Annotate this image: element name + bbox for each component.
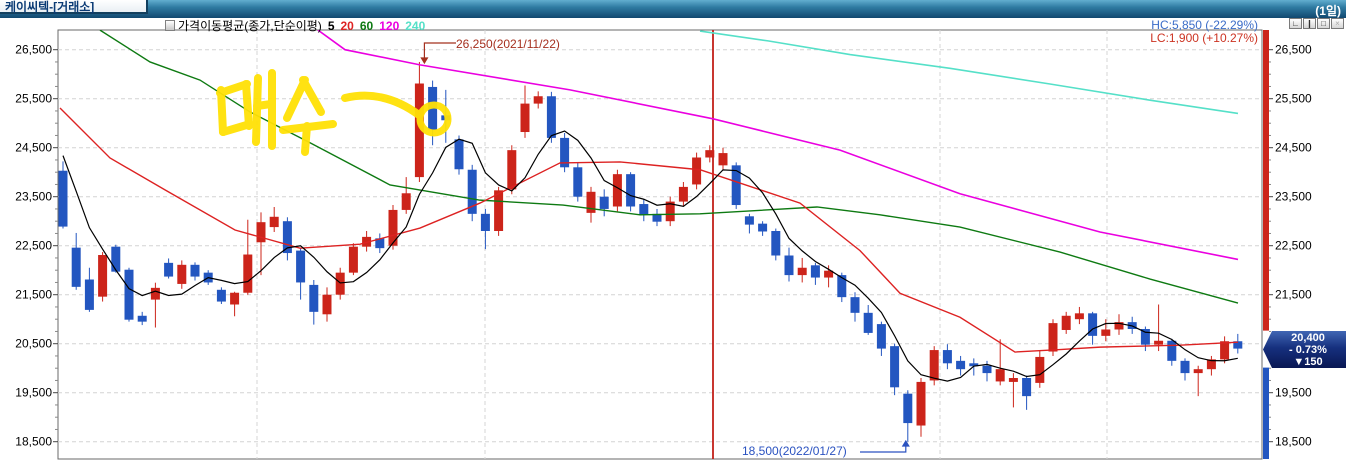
high-price-annotation: 26,250(2021/11/22) — [456, 37, 560, 51]
ma240-line — [699, 30, 1239, 115]
price-chart-canvas[interactable]: 26,500 26,500 25,500 25,500 24,500 24,500 23,5… — [0, 18, 1346, 468]
window-buttons: ∟ ❙ □ × — [1289, 18, 1344, 29]
window-button-0[interactable]: ∟ — [1289, 18, 1302, 29]
ma-period-120: 120 — [379, 18, 400, 33]
plot-border — [57, 29, 1263, 460]
stock-title-tab[interactable]: 케이씨텍-[거래소] — [0, 0, 148, 14]
svg-text:19,500: 19,500 — [1275, 386, 1312, 400]
current-price-tag: 20,400 - 0.73% ▼150 — [1263, 331, 1346, 368]
svg-text:26,500: 26,500 — [15, 43, 52, 57]
ma5-line — [62, 130, 1238, 382]
ma-legend-label: 가격이동평균(종가,단순이평) — [178, 19, 322, 33]
window-button-2[interactable]: □ — [1317, 18, 1330, 29]
y-axis-labels: 26,500 26,500 25,500 25,500 24,500 24,500 23,5… — [15, 43, 1312, 449]
range-bar-below — [1263, 367, 1269, 459]
ma-period-5: 5 — [327, 18, 335, 33]
svg-text:23,500: 23,500 — [15, 190, 52, 204]
svg-text:24,500: 24,500 — [15, 141, 52, 155]
low-price-annotation: 18,500(2022/01/27) — [742, 444, 847, 458]
current-price: 20,400 — [1291, 332, 1325, 344]
svg-text:18,500: 18,500 — [1275, 435, 1312, 449]
current-change-pct: - 0.73% — [1289, 344, 1327, 356]
hc-stat: HC:5,850 (-22.29%) — [1151, 18, 1258, 32]
ma120-line — [317, 30, 1239, 261]
current-change-amt: ▼150 — [1293, 356, 1323, 368]
hc-lc-stats: HC:5,850 (-22.29%) LC:1,900 (+10.27%) — [1150, 19, 1258, 45]
svg-text:19,500: 19,500 — [15, 386, 52, 400]
buy-note-drawing — [216, 69, 452, 156]
ma-period-20: 20 — [340, 18, 354, 33]
ma-period-60: 60 — [359, 18, 374, 33]
ma-legend-periods: 5 20 60 120 240 — [322, 19, 425, 33]
chart-area[interactable]: 26,500 26,500 25,500 25,500 24,500 24,500 23,5… — [0, 18, 1346, 468]
svg-text:20,500: 20,500 — [15, 337, 52, 351]
svg-text:22,500: 22,500 — [1275, 239, 1312, 253]
range-bar-above — [1263, 30, 1269, 331]
window-button-1[interactable]: ❙ — [1303, 18, 1316, 29]
svg-text:22,500: 22,500 — [15, 239, 52, 253]
gridlines — [58, 30, 1262, 459]
ma-period-240: 240 — [405, 18, 426, 33]
stock-title: 케이씨텍-[거래소] — [5, 0, 95, 14]
svg-text:25,500: 25,500 — [1275, 92, 1312, 106]
lc-stat: LC:1,900 (+10.27%) — [1150, 31, 1258, 45]
svg-text:21,500: 21,500 — [15, 288, 52, 302]
low-annotation-arrow — [860, 439, 910, 453]
svg-text:18,500: 18,500 — [15, 435, 52, 449]
period-label: (1일) — [1315, 4, 1341, 18]
svg-text:21,500: 21,500 — [1275, 288, 1312, 302]
svg-text:23,500: 23,500 — [1275, 190, 1312, 204]
ma-legend: 가격이동평균(종가,단순이평) 5 20 60 120 240 — [165, 19, 425, 33]
svg-text:25,500: 25,500 — [15, 92, 52, 106]
ma20-line — [59, 107, 1239, 353]
legend-grip-icon[interactable] — [165, 20, 175, 31]
high-annotation-arrow — [420, 42, 456, 65]
svg-text:24,500: 24,500 — [1275, 141, 1312, 155]
window-button-3[interactable]: × — [1331, 18, 1344, 29]
svg-text:26,500: 26,500 — [1275, 43, 1312, 57]
window-title-bar: 케이씨텍-[거래소] (1일) — [0, 0, 1346, 18]
